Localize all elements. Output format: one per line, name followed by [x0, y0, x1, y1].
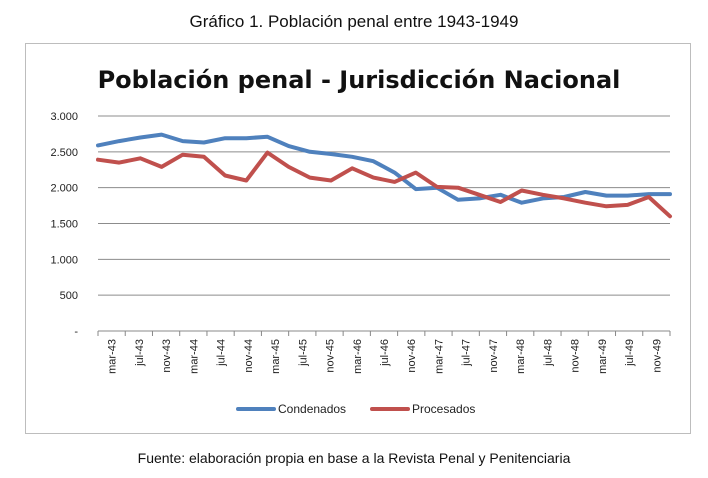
x-tick-label: jul-44	[216, 339, 228, 367]
x-tick-label: mar-47	[433, 339, 445, 374]
x-tick-label: mar-49	[597, 339, 609, 374]
y-axis-ticks: - 500 1.000 1.500 2.000 2.500 3.000	[50, 111, 78, 338]
x-tick-label: nov-46	[406, 339, 418, 373]
y-tick-label: 500	[60, 290, 78, 302]
population-line-chart: Población penal - Jurisdicción Nacional …	[50, 66, 672, 416]
x-tick-label: mar-46	[352, 339, 364, 374]
y-tick-label: 1.500	[50, 219, 78, 231]
x-tick-label: nov-43	[161, 339, 173, 373]
x-tick-label: jul-46	[379, 339, 391, 367]
legend: Condenados Procesados	[236, 402, 475, 416]
x-tick-label: nov-44	[243, 339, 255, 373]
x-tick-label: mar-45	[270, 339, 282, 374]
y-tick-label: 3.000	[50, 111, 78, 123]
x-tick-label: nov-45	[325, 339, 337, 373]
x-tick-label: jul-45	[297, 339, 309, 367]
x-axis-ticks: mar-43 jul-43 nov-43 mar-44 jul-44 nov-44 mar-…	[107, 339, 664, 374]
x-tick-label: mar-43	[107, 339, 119, 374]
x-tick-label: nov-49	[651, 339, 663, 373]
x-tick-label: mar-44	[188, 339, 200, 374]
y-tick-label: 2.500	[50, 147, 78, 159]
figure-caption: Gráfico 1. Población penal entre 1943-19…	[189, 12, 519, 31]
x-tick-label: jul-47	[461, 339, 473, 367]
x-tick-label: jul-48	[542, 339, 554, 367]
x-tick-label: jul-43	[134, 339, 146, 367]
y-tick-label: -	[74, 326, 78, 338]
y-tick-label: 2.000	[50, 183, 78, 195]
x-tick-label: nov-48	[570, 339, 582, 373]
source-note: Fuente: elaboración propia en base a la …	[137, 450, 571, 466]
x-axis	[97, 331, 671, 336]
chart-title: Población penal - Jurisdicción Nacional	[98, 66, 621, 94]
x-tick-label: mar-48	[515, 339, 527, 374]
legend-label-condenados: Condenados	[278, 402, 346, 416]
series-line-condenados	[96, 132, 672, 205]
legend-label-procesados: Procesados	[412, 402, 475, 416]
y-tick-label: 1.000	[50, 254, 78, 266]
grid-lines	[98, 115, 670, 332]
series-lines	[96, 132, 672, 219]
chart-frame: Población penal - Jurisdicción Nacional …	[25, 43, 691, 434]
x-tick-label: jul-49	[624, 339, 636, 367]
x-tick-label: nov-47	[488, 339, 500, 373]
series-line-procesados	[96, 150, 672, 219]
